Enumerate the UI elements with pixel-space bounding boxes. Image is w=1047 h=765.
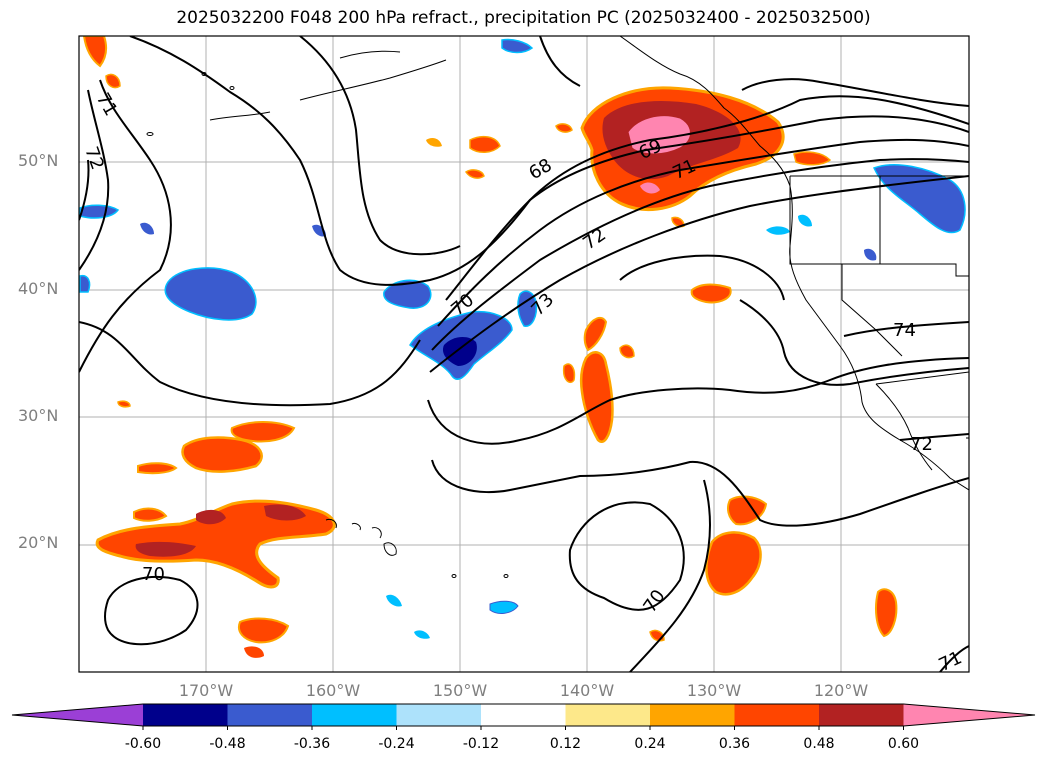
contour-label: 72 xyxy=(80,144,108,173)
colorbar-swatch xyxy=(396,704,482,726)
map-frame xyxy=(78,35,970,673)
contour-label: 72 xyxy=(579,224,610,254)
negative-anomaly-areas xyxy=(79,38,966,639)
colorbar-tick-label: 0.36 xyxy=(718,736,751,752)
colorbar-swatch xyxy=(143,704,228,726)
contour-labels: 71 72 70 68 69 71 72 73 70 74 72 70 70 7… xyxy=(80,89,965,676)
lon-label-120w: 120°W xyxy=(813,681,869,700)
colorbar-tick-label: -0.24 xyxy=(378,736,415,752)
coastlines xyxy=(209,36,969,491)
colorbar-extend-low xyxy=(12,704,143,726)
contour-label: 72 xyxy=(910,434,933,455)
lon-label-150w: 150°W xyxy=(432,681,488,700)
contour-label: 70 xyxy=(142,564,165,585)
lat-label-50n: 50°N xyxy=(18,151,59,170)
map-title: 2025032200 F048 200 hPa refract., precip… xyxy=(176,8,871,28)
colorbar-tick-label: -0.12 xyxy=(462,736,500,752)
graticule xyxy=(79,36,969,672)
colorbar-swatch xyxy=(312,704,397,726)
colorbar-swatch xyxy=(650,704,735,726)
colorbar-tick-label: -0.48 xyxy=(209,736,246,752)
colorbar-tick-label: 0.12 xyxy=(549,736,582,752)
colorbar-tick-label: 0.48 xyxy=(803,736,835,752)
lon-label-140w: 140°W xyxy=(559,681,615,700)
contour-label: 74 xyxy=(893,320,916,341)
colorbar-tick-label: 0.60 xyxy=(887,736,920,752)
colorbar-swatch xyxy=(481,704,566,726)
colorbar-tick-label: -0.60 xyxy=(124,736,162,752)
colorbar-swatch xyxy=(565,704,651,726)
colorbar-tick-label: 0.24 xyxy=(634,736,666,752)
colorbar xyxy=(11,703,1036,730)
colorbar-swatch xyxy=(734,704,820,726)
lon-label-130w: 130°W xyxy=(686,681,742,700)
lat-label-40n: 40°N xyxy=(18,279,59,298)
refractivity-contours xyxy=(79,36,969,672)
lat-label-20n: 20°N xyxy=(18,533,59,552)
lon-label-160w: 160°W xyxy=(305,681,361,700)
lon-label-170w: 170°W xyxy=(178,681,234,700)
colorbar-swatch xyxy=(227,704,313,726)
colorbar-swatch xyxy=(819,704,904,726)
colorbar-tick-label: -0.36 xyxy=(293,736,331,752)
contour-label: 68 xyxy=(525,155,555,185)
colorbar-extend-high xyxy=(903,704,1035,726)
positive-anomaly-areas xyxy=(82,36,898,658)
lat-label-30n: 30°N xyxy=(18,406,59,425)
